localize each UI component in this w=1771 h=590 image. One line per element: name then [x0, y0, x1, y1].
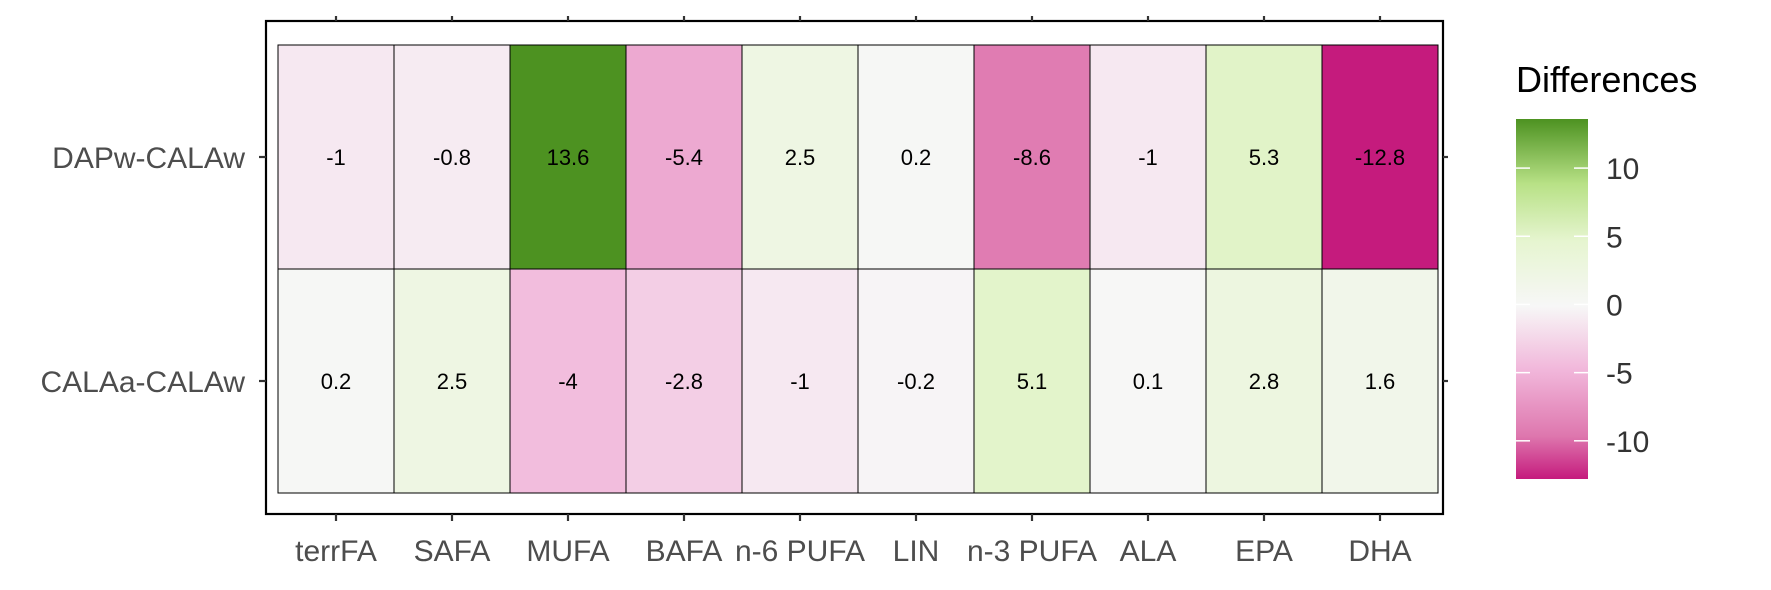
heatmap-cell — [741, 268, 859, 494]
heatmap-cell — [973, 268, 1091, 494]
legend-tick-label: 10 — [1606, 153, 1639, 186]
heatmap-cell — [393, 268, 511, 494]
heatmap-cell — [277, 44, 395, 270]
heatmap-cell — [857, 268, 975, 494]
legend-colorbar — [1516, 119, 1588, 479]
cell-value-label: -4 — [558, 369, 578, 394]
heatmap-cell — [1205, 268, 1323, 494]
cell-value-label: -1 — [1138, 145, 1158, 170]
cell-value-label: 1.6 — [1365, 369, 1396, 394]
y-tick-label: DAPw-CALAw — [52, 142, 245, 175]
legend: Differences 10 5 0 -5 -10 — [1516, 59, 1697, 479]
cell-value-label: -8.6 — [1013, 145, 1051, 170]
heatmap-cell — [973, 44, 1091, 270]
y-axis-labels: DAPw-CALAw CALAa-CALAw — [40, 142, 245, 399]
legend-tick-label: -10 — [1606, 426, 1649, 459]
cell-value-label: 0.1 — [1133, 369, 1164, 394]
cell-value-label: 2.5 — [437, 369, 468, 394]
heatmap-cell — [509, 44, 627, 270]
x-tick-label: ALA — [1120, 535, 1177, 568]
cell-value-label: 5.3 — [1249, 145, 1280, 170]
cell-value-label: -2.8 — [665, 369, 703, 394]
legend-tick-label: 5 — [1606, 221, 1623, 254]
cell-value-label: -12.8 — [1355, 145, 1405, 170]
cell-value-label: 0.2 — [321, 369, 352, 394]
x-tick-label: EPA — [1235, 535, 1293, 568]
cell-value-label: 2.8 — [1249, 369, 1280, 394]
heatmap-cell — [625, 44, 743, 270]
x-tick-label: LIN — [893, 535, 940, 568]
x-tick-label: DHA — [1348, 535, 1411, 568]
heatmap-cell — [857, 44, 975, 270]
heatmap-cells — [277, 44, 1439, 494]
x-tick-label: SAFA — [414, 535, 491, 568]
cell-value-label: -0.8 — [433, 145, 471, 170]
heatmap-cell — [625, 268, 743, 494]
legend-ticks: 10 5 0 -5 -10 — [1516, 153, 1649, 459]
axis-ticks — [259, 16, 1448, 521]
x-tick-label: n-3 PUFA — [967, 535, 1097, 568]
cell-value-label: -1 — [326, 145, 346, 170]
legend-tick-label: 0 — [1606, 289, 1623, 322]
cell-value-label: 2.5 — [785, 145, 816, 170]
plot-panel-border — [264, 19, 1445, 516]
x-tick-label: n-6 PUFA — [735, 535, 865, 568]
x-tick-label: terrFA — [295, 535, 377, 568]
cell-value-label: 5.1 — [1017, 369, 1048, 394]
cell-value-label: -1 — [790, 369, 810, 394]
heatmap-cell — [393, 44, 511, 270]
legend-title: Differences — [1516, 59, 1697, 100]
heatmap-cell — [277, 268, 395, 494]
y-tick-label: CALAa-CALAw — [40, 366, 245, 399]
heatmap-cell — [1321, 268, 1439, 494]
x-axis-labels: terrFA SAFA MUFA BAFA n-6 PUFA LIN n-3 PUFA ALA… — [295, 535, 1412, 568]
heatmap-cell — [509, 268, 627, 494]
heatmap-cell — [1089, 268, 1207, 494]
heatmap-cell — [1089, 44, 1207, 270]
cell-value-label: -0.2 — [897, 369, 935, 394]
legend-tick-label: -5 — [1606, 358, 1633, 391]
x-tick-label: MUFA — [526, 535, 609, 568]
cell-value-label: -5.4 — [665, 145, 703, 170]
heatmap-cell-labels: -1 -0.8 13.6 -5.4 2.5 0.2 -8.6 -1 5.3 -12.80.2 2.5… — [321, 145, 1405, 394]
cell-value-label: 0.2 — [901, 145, 932, 170]
heatmap-cell — [1321, 44, 1439, 270]
x-tick-label: BAFA — [646, 535, 723, 568]
heatmap-cell — [1205, 44, 1323, 270]
cell-value-label: 13.6 — [547, 145, 590, 170]
